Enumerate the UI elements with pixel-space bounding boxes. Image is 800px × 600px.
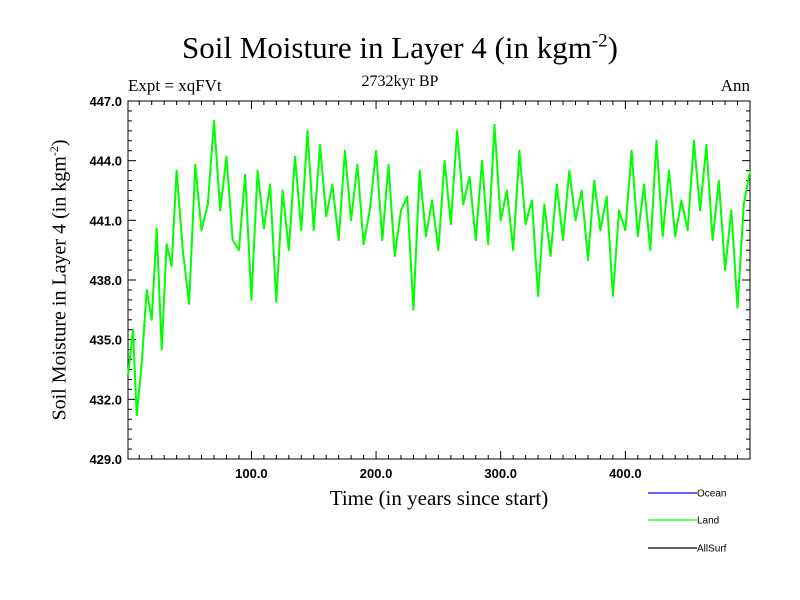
y-tick-label: 435.0 (89, 333, 122, 348)
x-tick-label: 200.0 (360, 466, 393, 481)
y-tick-label: 441.0 (89, 213, 122, 228)
y-tick-label: 444.0 (89, 154, 122, 169)
legend-label-ocean: Ocean (697, 489, 726, 500)
legend-label-allsurf: AllSurf (697, 544, 727, 555)
legend-label-land: Land (697, 516, 719, 527)
y-tick-label: 429.0 (89, 452, 122, 467)
experiment-label: Expt = xqFVt (128, 76, 222, 95)
x-tick-label: 400.0 (609, 466, 642, 481)
season-label: Ann (720, 76, 750, 95)
chart-subtitle: 2732kyr BP (361, 73, 439, 90)
chart-title: Soil Moisture in Layer 4 (in kgm-2) (182, 30, 618, 65)
x-axis-label: Time (in years since start) (329, 486, 549, 510)
y-tick-label: 447.0 (89, 94, 122, 109)
x-tick-label: 300.0 (484, 466, 517, 481)
y-tick-label: 438.0 (89, 273, 122, 288)
y-tick-label: 432.0 (89, 392, 122, 407)
series-line-land (127, 119, 751, 417)
x-tick-label: 100.0 (235, 466, 268, 481)
